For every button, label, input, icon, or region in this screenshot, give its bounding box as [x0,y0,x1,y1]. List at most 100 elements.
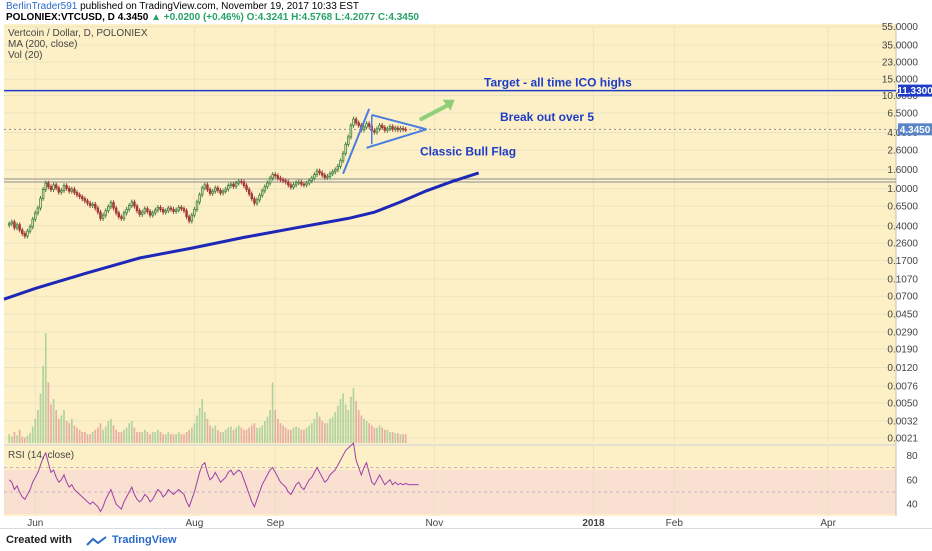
volume-bar [219,432,222,443]
tradingview-brand[interactable]: TradingView [112,534,177,546]
price-tick-label: 0.0120 [887,363,918,374]
volume-bar [170,434,172,443]
rsi-tick-label: 60 [906,475,918,486]
candle-body [310,177,314,182]
candle-body [313,174,316,179]
candle-body [292,184,295,188]
volume-bar [300,429,303,443]
volume-bar [73,425,76,443]
candle-body [263,186,267,192]
volume-bar [316,412,318,443]
candle-body [57,187,61,193]
volume-bar [37,410,39,443]
volume-bar [60,415,63,443]
volume-bars [8,333,407,443]
volume-bar [203,412,206,443]
candle-body [399,127,402,131]
footer: Created with TradingView [0,528,932,551]
volume-bar [26,435,29,443]
volume-bar [89,434,91,443]
volume-bar [365,421,368,443]
candle-body [208,189,212,194]
volume-bar [287,429,290,443]
target-annotation: Target - all time ICO highs [484,76,632,90]
candle-body [174,209,178,212]
volume-bar [357,410,360,443]
candle-body [78,194,81,198]
candle-body [245,185,248,190]
candle-body [391,126,394,130]
volume-bar [128,423,131,443]
price-tick-label: 23.0000 [882,57,919,68]
volume-bar [347,410,350,443]
candle-body [279,177,282,181]
volume-bar [146,432,149,443]
candle-body [39,197,42,209]
price-tick-label: 0.0076 [887,381,918,392]
volume-bar [399,434,402,443]
volume-bar [237,425,240,443]
symbol-line: POLONIEX:VTCUSD, D 4.3450 ▲ +0.0200 (+0.… [6,12,419,23]
volume-bar [63,410,65,443]
volume-bar [381,427,384,443]
volume-bar [76,427,78,443]
candle-body [352,118,355,126]
candle-body [271,174,274,179]
volume-bar [313,418,316,443]
candle-body [86,200,89,204]
author-link[interactable]: BerlinTrader591 [6,1,78,12]
volume-bar [143,429,146,443]
price-tick-label: 0.0700 [887,292,918,303]
candle-body [154,209,157,214]
price-tick-label: 0.0032 [887,416,918,427]
candle-body [10,221,14,225]
volume-bar [185,432,188,443]
candle-body [49,186,53,190]
candle-body [52,184,55,190]
volume-bar [303,429,305,443]
volume-bar [271,382,274,443]
volume-bar [52,399,55,443]
open-value: O:4.3241 [246,12,289,23]
rsi-line [4,442,896,513]
candle-body [172,208,175,212]
candle-body [396,127,400,131]
breakout-arrow-head-icon [442,99,455,111]
candle-body [326,175,329,178]
candle-body [383,127,387,131]
volume-bar [334,412,337,443]
candle-body [297,181,300,184]
volume-bar [162,434,164,443]
time-axis: Jun Aug Sep Nov 2018 Feb Apr [27,518,836,529]
volume-bar [329,418,331,443]
volume-bar [44,333,47,443]
volume-bar [190,427,193,443]
volume-bar [290,429,292,443]
time-tick-label: Apr [820,518,836,529]
volume-bar [368,423,370,443]
price-tick-label: 1.6000 [887,165,918,176]
volume-bar [310,423,313,443]
candle-body [177,206,180,211]
volume-bar [21,436,24,443]
volume-bar [342,393,344,443]
candle-body [232,183,235,187]
price-pane-background [4,24,896,444]
candle-body [216,187,220,191]
candle-body [104,210,107,216]
volume-bar [188,429,191,443]
volume-bar [323,423,326,443]
close-value: C:4.3450 [377,12,419,23]
bull-flag-drawing [342,108,427,175]
volume-bar [112,425,115,443]
candle-body [130,201,134,206]
volume-bar [39,393,42,443]
candle-body [357,122,360,126]
candle-body [65,185,68,189]
volume-bar [183,434,185,443]
volume-bar [391,432,394,443]
candle-body [7,223,11,226]
candle-body [227,185,230,190]
volume-bar [321,421,324,443]
